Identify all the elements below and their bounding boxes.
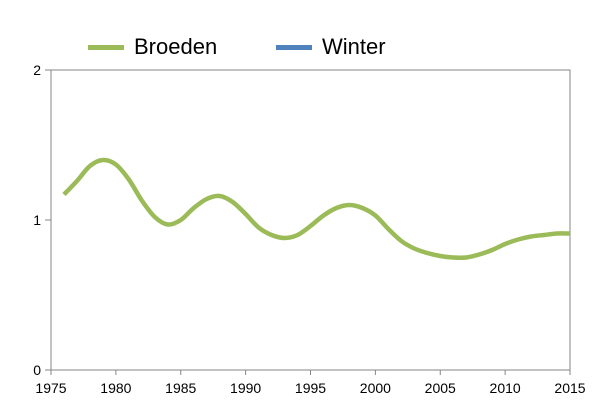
legend-item-broeden: Broeden bbox=[88, 33, 217, 61]
x-axis: 1975 1980 1985 1990 1995 2000 2005 2010 2015 bbox=[35, 370, 586, 396]
x-tick-label: 1990 bbox=[230, 380, 261, 396]
legend: Broeden Winter bbox=[0, 33, 600, 63]
plot-area bbox=[50, 69, 571, 371]
x-tick-label: 1985 bbox=[165, 380, 196, 396]
x-tick-label: 2010 bbox=[490, 380, 521, 396]
x-tick-label: 2015 bbox=[554, 380, 585, 396]
legend-label-winter: Winter bbox=[322, 34, 386, 59]
legend-label-broeden: Broeden bbox=[134, 34, 218, 59]
y-tick-label: 0 bbox=[33, 362, 41, 378]
series-line-broeden bbox=[62, 157, 571, 261]
legend-swatch-winter bbox=[276, 44, 312, 50]
plot-border bbox=[50, 69, 571, 371]
y-tick-label: 2 bbox=[33, 62, 41, 78]
x-tick-label: 2005 bbox=[425, 380, 456, 396]
legend-swatch-broeden bbox=[88, 44, 124, 50]
x-tick-label: 1995 bbox=[295, 380, 326, 396]
x-tick-label: 1980 bbox=[100, 380, 131, 396]
y-axis: 0 1 2 bbox=[33, 62, 51, 378]
x-tick-label: 2000 bbox=[360, 380, 391, 396]
legend-item-winter: Winter bbox=[276, 33, 386, 61]
x-tick-label: 1975 bbox=[35, 380, 66, 396]
series-layer bbox=[62, 157, 571, 261]
y-tick-label: 1 bbox=[33, 212, 41, 228]
